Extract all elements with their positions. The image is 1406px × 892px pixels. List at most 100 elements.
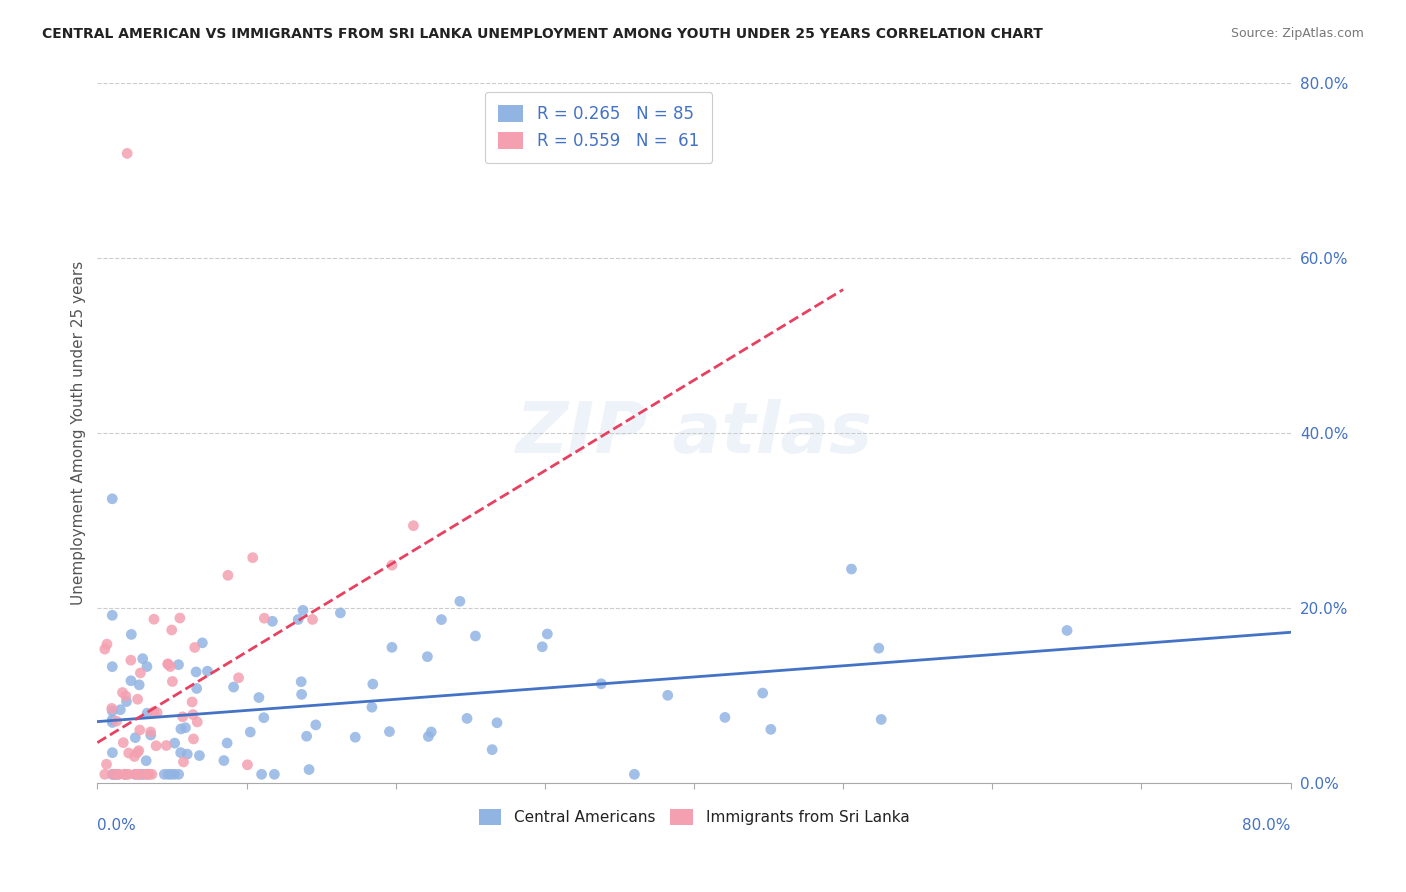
Point	[132, 767, 155, 781]
Point	[186, 681, 208, 696]
Point	[456, 711, 478, 725]
Point	[464, 629, 486, 643]
Point	[170, 746, 193, 760]
Point	[191, 636, 214, 650]
Legend: Central Americans, Immigrants from Sri Lanka: Central Americans, Immigrants from Sri L…	[472, 803, 915, 831]
Point	[94, 767, 117, 781]
Point	[128, 767, 150, 781]
Point	[110, 703, 132, 717]
Point	[107, 767, 129, 781]
Point	[420, 725, 443, 739]
Point	[157, 767, 180, 781]
Point	[759, 723, 782, 737]
Point	[172, 710, 194, 724]
Point	[344, 730, 367, 744]
Point	[120, 673, 142, 688]
Point	[481, 742, 503, 756]
Point	[262, 615, 284, 629]
Point	[129, 665, 152, 680]
Point	[253, 711, 276, 725]
Point	[197, 664, 219, 678]
Point	[145, 739, 167, 753]
Point	[108, 767, 131, 781]
Point	[153, 767, 176, 781]
Point	[118, 746, 141, 760]
Point	[291, 687, 314, 701]
Point	[486, 715, 509, 730]
Point	[870, 713, 893, 727]
Point	[416, 649, 439, 664]
Point	[94, 642, 117, 657]
Point	[124, 767, 146, 781]
Point	[212, 754, 235, 768]
Point	[101, 746, 124, 760]
Point	[591, 677, 613, 691]
Point	[111, 685, 134, 699]
Point	[127, 746, 149, 760]
Point	[142, 705, 165, 719]
Point	[136, 767, 159, 781]
Point	[291, 603, 314, 617]
Point	[135, 659, 157, 673]
Point	[159, 659, 181, 673]
Point	[381, 558, 404, 573]
Point	[868, 641, 890, 656]
Text: 0.0%: 0.0%	[97, 818, 136, 833]
Point	[96, 637, 118, 651]
Point	[402, 518, 425, 533]
Point	[841, 562, 863, 576]
Point	[242, 550, 264, 565]
Point	[104, 767, 127, 781]
Point	[124, 749, 146, 764]
Point	[115, 695, 138, 709]
Point	[120, 627, 142, 641]
Point	[295, 729, 318, 743]
Point	[105, 767, 128, 781]
Point	[163, 736, 186, 750]
Point	[228, 671, 250, 685]
Point	[136, 706, 159, 720]
Point	[217, 736, 239, 750]
Point	[101, 704, 124, 718]
Point	[155, 739, 177, 753]
Point	[101, 715, 124, 730]
Point	[236, 757, 259, 772]
Point	[657, 688, 679, 702]
Point	[115, 146, 138, 161]
Point	[128, 744, 150, 758]
Text: Source: ZipAtlas.com: Source: ZipAtlas.com	[1230, 27, 1364, 40]
Point	[115, 767, 138, 781]
Point	[239, 725, 262, 739]
Point	[127, 767, 149, 781]
Point	[128, 678, 150, 692]
Point	[127, 692, 149, 706]
Point	[139, 725, 162, 739]
Point	[536, 627, 558, 641]
Point	[131, 767, 153, 781]
Point	[169, 611, 191, 625]
Point	[124, 731, 146, 745]
Point	[101, 713, 124, 727]
Point	[131, 651, 153, 665]
Point	[714, 710, 737, 724]
Point	[184, 665, 207, 679]
Point	[174, 721, 197, 735]
Point	[160, 623, 183, 637]
Point	[430, 613, 453, 627]
Point	[139, 728, 162, 742]
Point	[118, 767, 141, 781]
Point	[172, 755, 194, 769]
Point	[167, 767, 190, 781]
Point	[112, 736, 135, 750]
Point	[124, 767, 146, 781]
Point	[305, 718, 328, 732]
Point	[157, 657, 180, 672]
Point	[128, 723, 150, 737]
Point	[101, 659, 124, 673]
Point	[170, 722, 193, 736]
Point	[378, 724, 401, 739]
Point	[128, 767, 150, 781]
Point	[156, 657, 179, 671]
Point	[181, 695, 204, 709]
Point	[217, 568, 239, 582]
